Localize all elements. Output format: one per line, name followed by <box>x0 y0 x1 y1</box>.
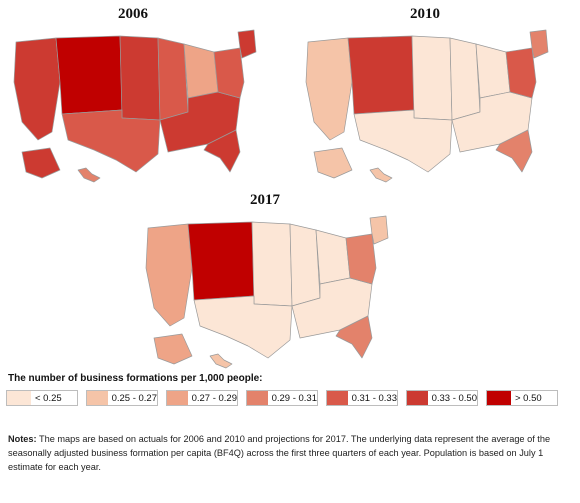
legend-label: 0.27 - 0.29 <box>191 392 237 404</box>
region-midwest <box>289 223 321 307</box>
region-west <box>145 223 193 327</box>
region-newengland <box>237 29 257 59</box>
us-map-2017 <box>145 215 389 369</box>
legend-item: < 0.25 <box>6 390 78 406</box>
legend: The number of business formations per 1,… <box>6 373 574 406</box>
legend-item: 0.25 - 0.27 <box>86 390 158 406</box>
region-alaska <box>21 147 61 179</box>
region-greatlakes <box>315 229 351 285</box>
region-midwest <box>157 37 189 121</box>
legend-label: > 0.50 <box>515 392 542 404</box>
region-midwest <box>449 37 481 121</box>
region-plains <box>251 221 293 307</box>
legend-swatch <box>247 391 268 405</box>
legend-swatch <box>487 391 511 405</box>
legend-item: > 0.50 <box>486 390 558 406</box>
region-florida <box>203 129 241 173</box>
region-alaska <box>153 333 193 365</box>
region-hawaii <box>209 353 233 369</box>
legend-swatch <box>167 391 188 405</box>
us-map-2010 <box>305 29 549 183</box>
region-mountain <box>55 35 123 115</box>
region-west <box>305 37 353 141</box>
map-title-2017: 2017 <box>250 192 280 208</box>
legend-swatch <box>327 391 348 405</box>
notes-text: The maps are based on actuals for 2006 a… <box>8 434 551 472</box>
legend-label: 0.33 - 0.50 <box>431 392 477 404</box>
map-title-2010: 2010 <box>410 6 440 22</box>
region-plains <box>411 35 453 121</box>
region-texas <box>61 109 161 173</box>
region-plains <box>119 35 161 121</box>
legend-item: 0.31 - 0.33 <box>326 390 398 406</box>
region-greatlakes <box>475 43 511 99</box>
region-mountain <box>187 221 255 301</box>
region-florida <box>335 315 373 359</box>
legend-swatch <box>407 391 428 405</box>
region-hawaii <box>77 167 101 183</box>
legend-label: 0.31 - 0.33 <box>351 392 397 404</box>
notes-label: Notes: <box>8 434 37 444</box>
legend-swatch <box>87 391 108 405</box>
legend-item: 0.29 - 0.31 <box>246 390 318 406</box>
region-northeast <box>345 233 377 285</box>
legend-item: 0.33 - 0.50 <box>406 390 478 406</box>
map-panel-2006: 2006 <box>8 6 258 186</box>
legend-swatch <box>7 391 31 405</box>
region-greatlakes <box>183 43 219 99</box>
legend-items: < 0.25 0.25 - 0.27 0.27 - 0.29 0.29 - 0.… <box>6 390 574 406</box>
region-northeast <box>505 47 537 99</box>
map-panel-2010: 2010 <box>300 6 550 186</box>
legend-label: < 0.25 <box>35 392 62 404</box>
region-newengland <box>369 215 389 245</box>
us-map-2006 <box>13 29 257 183</box>
region-florida <box>495 129 533 173</box>
legend-title: The number of business formations per 1,… <box>8 373 263 384</box>
legend-label: 0.29 - 0.31 <box>271 392 317 404</box>
map-title-2006: 2006 <box>118 6 148 22</box>
legend-item: 0.27 - 0.29 <box>166 390 238 406</box>
region-texas <box>353 109 453 173</box>
region-northeast <box>213 47 245 99</box>
notes: Notes: The maps are based on actuals for… <box>8 432 572 474</box>
region-west <box>13 37 61 141</box>
region-newengland <box>529 29 549 59</box>
region-alaska <box>313 147 353 179</box>
region-hawaii <box>369 167 393 183</box>
legend-label: 0.25 - 0.27 <box>111 392 157 404</box>
region-texas <box>193 295 293 359</box>
region-mountain <box>347 35 415 115</box>
map-panel-2017: 2017 <box>140 192 390 372</box>
